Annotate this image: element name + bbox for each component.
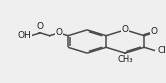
Text: O: O <box>37 22 44 31</box>
Text: O: O <box>151 27 158 36</box>
Text: OH: OH <box>17 31 31 40</box>
Text: CH₃: CH₃ <box>117 55 133 64</box>
Text: O: O <box>55 28 62 37</box>
Text: Cl: Cl <box>157 46 166 55</box>
Text: O: O <box>122 25 129 34</box>
